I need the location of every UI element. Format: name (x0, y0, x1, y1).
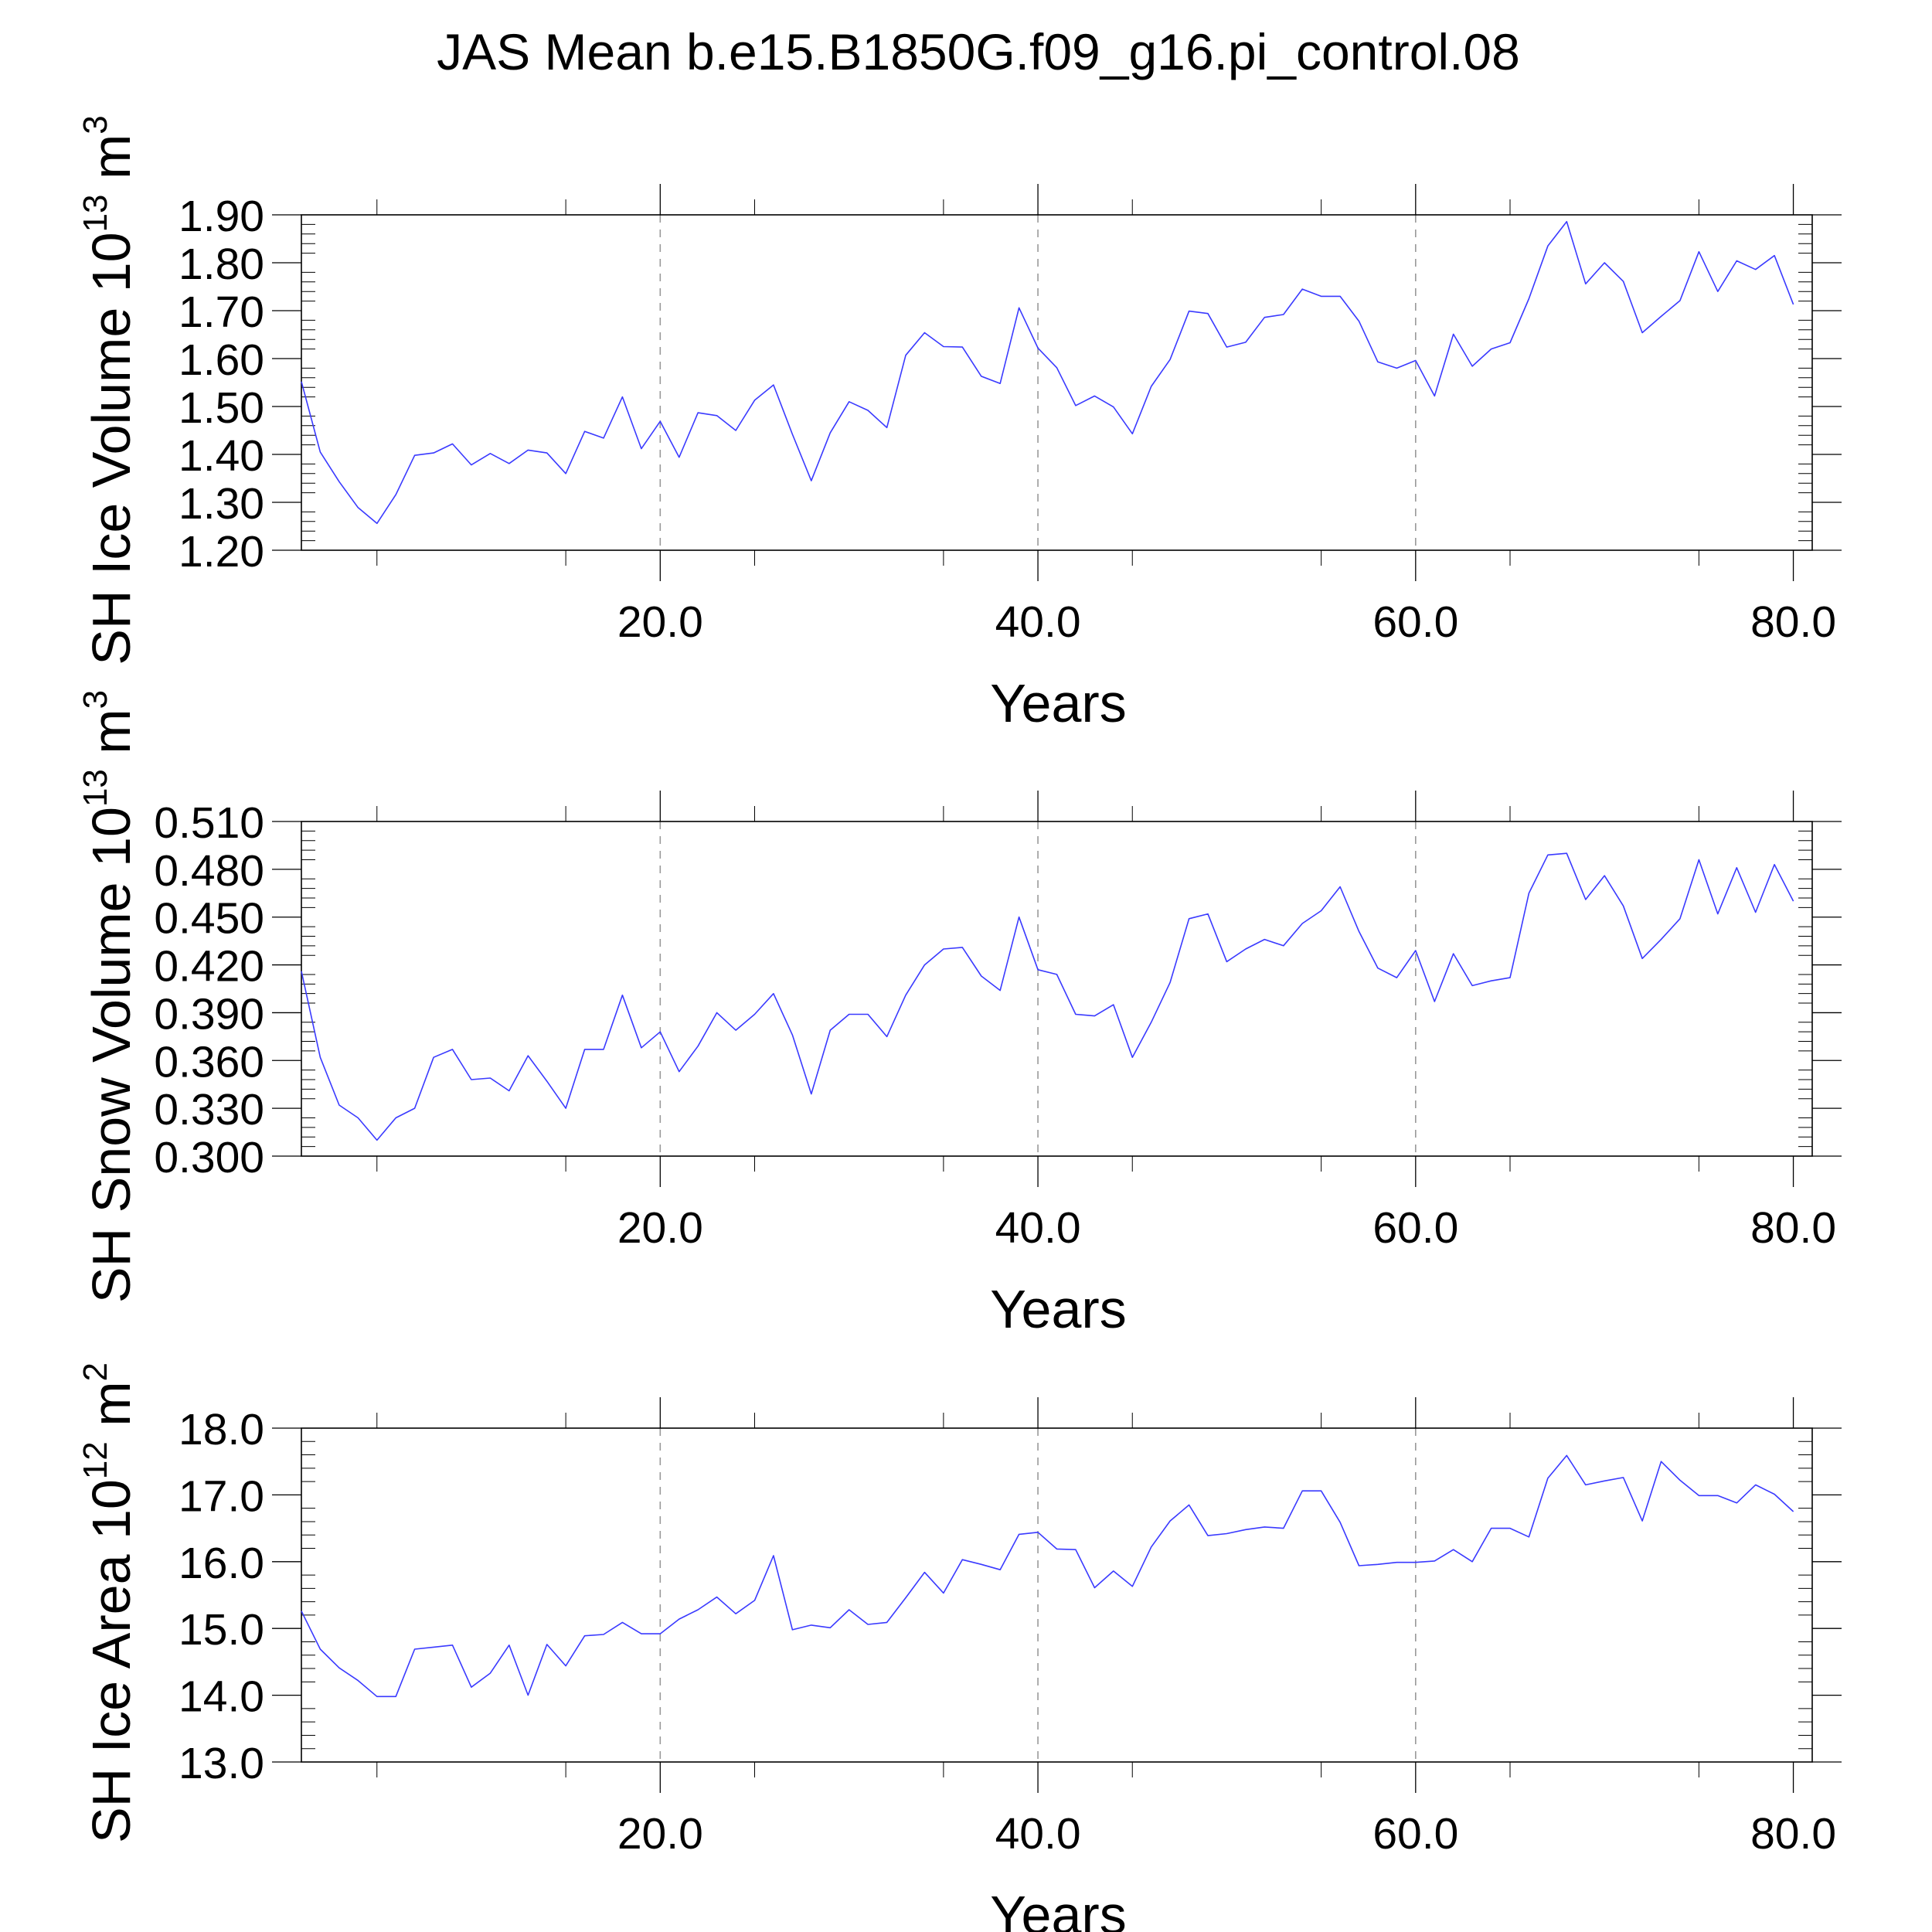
y-axis-title-unit-exponent: 3 (77, 690, 114, 709)
x-tick-label: 20.0 (617, 1809, 703, 1859)
y-tick-label: 1.50 (179, 383, 264, 433)
x-tick-label: 40.0 (995, 597, 1081, 647)
x-tick-label: 80.0 (1750, 1203, 1836, 1253)
y-axis-title-unit-exponent: 3 (77, 115, 114, 134)
y-axis-title-exponent: 13 (77, 194, 114, 232)
y-tick-label: 1.80 (179, 240, 264, 289)
panel-3: 13.0 14.0 15.0 16.0 17.0 18.0 20.0 40.0 60.0 80.0… (77, 1362, 1842, 1932)
y-tick-label: 0.510 (154, 798, 264, 848)
y-tick-label: 15.0 (179, 1605, 264, 1655)
y-tick-label: 1.70 (179, 287, 264, 337)
y-tick-label: 0.480 (154, 846, 264, 896)
x-axis-title: Years (990, 1279, 1126, 1339)
y-axis-title-unit: m (81, 1381, 141, 1441)
y-tick-label: 14.0 (179, 1672, 264, 1722)
y-tick-label: 0.300 (154, 1133, 264, 1182)
data-series-line (301, 852, 1794, 1141)
y-tick-label: 1.30 (179, 479, 264, 529)
x-axis-title: Years (990, 673, 1126, 733)
y-axis-title-unit: m (81, 709, 141, 769)
y-axis-title-exponent: 12 (77, 1441, 114, 1479)
y-axis-title-exponent: 13 (77, 769, 114, 807)
x-tick-label: 80.0 (1750, 1809, 1836, 1859)
x-tick-label: 40.0 (995, 1203, 1081, 1253)
plot-frame (301, 1427, 1813, 1763)
y-tick-label: 1.20 (179, 527, 264, 577)
y-axis-title-main: SH Ice Area 10 (81, 1479, 141, 1843)
x-tick-label: 40.0 (995, 1809, 1081, 1859)
y-tick-label: 13.0 (179, 1739, 264, 1788)
panel-1: 1.201.301.401.501.601.701.801.90 20.0 40.0… (77, 115, 1842, 733)
chart-title: JAS Mean b.e15.B1850G.f09_g16.pi_control… (437, 23, 1520, 80)
x-tick-label: 80.0 (1750, 597, 1836, 647)
data-series-line (301, 1454, 1794, 1698)
panels: 1.201.301.401.501.601.701.801.90 20.0 40.0… (77, 115, 1842, 1932)
y-axis-title: SH Ice Volume 1013 m3 (77, 115, 141, 665)
plot-frame (301, 214, 1813, 551)
y-tick-label: 0.390 (154, 989, 264, 1039)
y-axis-title-main: SH Snow Volume 10 (81, 807, 141, 1303)
x-tick-label: 20.0 (617, 1203, 703, 1253)
y-axis-title: SH Snow Volume 1013 m3 (77, 690, 141, 1303)
y-tick-label: 0.420 (154, 942, 264, 992)
x-tick-label: 60.0 (1372, 597, 1458, 647)
y-tick-label: 16.0 (179, 1539, 264, 1588)
data-series-line (301, 220, 1794, 525)
y-tick-label: 1.40 (179, 431, 264, 481)
y-tick-label: 18.0 (179, 1405, 264, 1454)
panel-2: 0.3000.3300.3600.3900.4200.4500.4800.510… (77, 690, 1842, 1339)
y-axis-title-unit: m (81, 134, 141, 195)
y-tick-label: 0.330 (154, 1085, 264, 1134)
y-axis-title: SH Ice Area 1012 m2 (77, 1362, 141, 1843)
y-tick-label: 17.0 (179, 1471, 264, 1521)
y-axis-title-unit-exponent: 2 (77, 1362, 114, 1381)
x-tick-label: 20.0 (617, 597, 703, 647)
y-axis-title-main: SH Ice Volume 10 (81, 232, 141, 665)
y-tick-label: 0.360 (154, 1037, 264, 1087)
x-tick-label: 60.0 (1372, 1809, 1458, 1859)
plot-frame (301, 821, 1813, 1157)
x-axis-title: Years (990, 1885, 1126, 1932)
y-tick-label: 1.60 (179, 335, 264, 385)
x-tick-label: 60.0 (1372, 1203, 1458, 1253)
y-tick-label: 0.450 (154, 894, 264, 944)
y-tick-label: 1.90 (179, 192, 264, 241)
